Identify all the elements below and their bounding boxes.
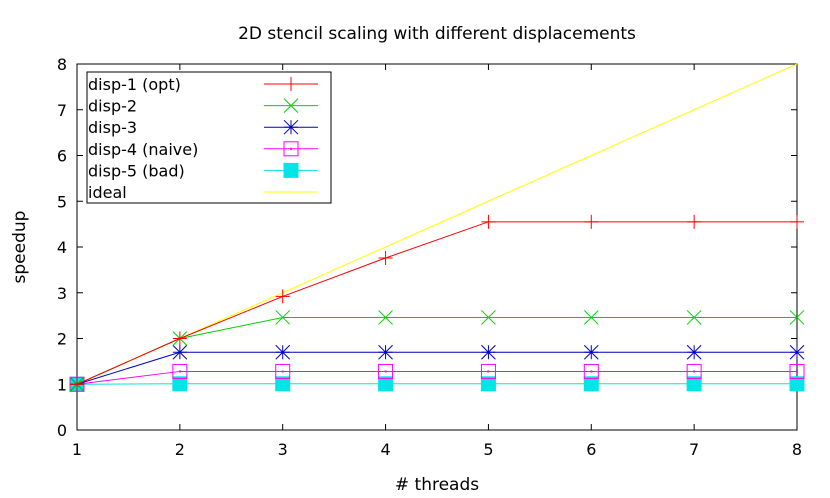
y-tick-label: 5: [57, 192, 67, 211]
data-point-disp-2: [686, 310, 702, 325]
y-tick-label: 4: [57, 238, 67, 257]
series-layer: [69, 63, 805, 392]
data-point-disp-1-opt: [275, 289, 290, 304]
legend-box: [86, 71, 332, 204]
data-point-disp-5-bad: [172, 376, 188, 392]
legend-label-disp-1-opt: disp-1 (opt): [88, 75, 181, 94]
legend-marker-disp-4-naive: [283, 141, 299, 157]
data-point-disp-5-bad: [686, 376, 702, 392]
data-point-disp-3: [686, 344, 702, 360]
x-tick-label: 3: [278, 440, 288, 459]
chart-title: 2D stencil scaling with different displa…: [238, 24, 636, 44]
data-point-disp-4-naive: [480, 363, 496, 379]
data-point-disp-2: [378, 310, 393, 325]
y-tick-label: 3: [57, 284, 67, 303]
x-tick-label: 6: [586, 440, 596, 459]
data-point-disp-5-bad: [378, 376, 394, 392]
data-point-disp-3: [481, 344, 496, 360]
data-point-disp-5-bad: [480, 376, 496, 392]
data-point-disp-2: [583, 310, 599, 325]
data-point-disp-4-naive: [275, 363, 291, 379]
data-point-disp-1-opt: [70, 377, 84, 392]
data-point-disp-3: [378, 344, 393, 360]
legend-label-disp-4-naive: disp-4 (naive): [88, 140, 198, 159]
legend-label-disp-5-bad: disp-5 (bad): [88, 161, 185, 180]
data-point-disp-5-bad: [583, 376, 599, 392]
x-tick-label: 1: [72, 440, 82, 459]
legend-marker-disp-5-bad: [283, 162, 299, 178]
data-point-disp-3: [172, 344, 188, 360]
data-point-disp-1-opt: [481, 214, 496, 229]
y-tick-label: 7: [57, 101, 67, 120]
x-tick-label: 8: [792, 440, 802, 459]
data-point-disp-4-naive: [378, 363, 394, 379]
data-point-disp-1-opt: [790, 214, 804, 229]
legend-marker-disp-3: [283, 119, 299, 135]
legend-label-disp-3: disp-3: [88, 118, 137, 137]
x-axis-label: # threads: [395, 475, 479, 495]
series-line-disp-4-naive: [76, 370, 797, 385]
data-point-disp-4-naive: [789, 363, 805, 379]
legend: disp-1 (opt) disp-2 disp-3 disp-4 (naive) di…: [86, 71, 332, 204]
series-line-disp-2: [76, 316, 797, 385]
x-tick-label: 7: [689, 440, 699, 459]
x-tick-label: 5: [483, 440, 493, 459]
series-line-disp-3: [76, 351, 797, 385]
data-point-disp-3: [275, 344, 291, 360]
y-axis-label: speedup: [10, 211, 30, 284]
data-point-disp-1-opt: [584, 214, 599, 229]
data-point-disp-2: [789, 310, 805, 325]
data-point-disp-4-naive: [686, 363, 702, 379]
series-line-ideal: [76, 63, 798, 385]
data-point-disp-1-opt: [172, 331, 187, 346]
data-point-disp-4-naive: [583, 363, 599, 379]
data-point-disp-2: [481, 310, 496, 325]
y-tick-label: 6: [57, 147, 67, 166]
data-point-disp-5-bad: [789, 376, 805, 392]
series-line-disp-1-opt: [76, 221, 797, 385]
legend-marker-disp-2: [283, 98, 299, 113]
data-point-disp-4-naive: [172, 363, 188, 379]
legend-label-ideal: ideal: [88, 183, 127, 202]
y-tick-label: 1: [57, 375, 67, 394]
y-tick-label: 2: [57, 330, 67, 349]
legend-marker-disp-1-opt: [284, 77, 298, 91]
data-point-disp-2: [275, 310, 291, 325]
data-point-disp-3: [789, 344, 805, 360]
legend-label-disp-2: disp-2: [88, 97, 137, 116]
data-point-disp-3: [583, 344, 599, 360]
y-tick-label: 0: [57, 421, 67, 440]
y-tick-label: 8: [57, 55, 67, 74]
data-point-disp-5-bad: [275, 376, 291, 392]
x-tick-label: 2: [175, 440, 185, 459]
x-tick-label: 4: [380, 440, 390, 459]
data-point-disp-1-opt: [378, 250, 393, 265]
data-point-disp-1-opt: [687, 214, 702, 229]
